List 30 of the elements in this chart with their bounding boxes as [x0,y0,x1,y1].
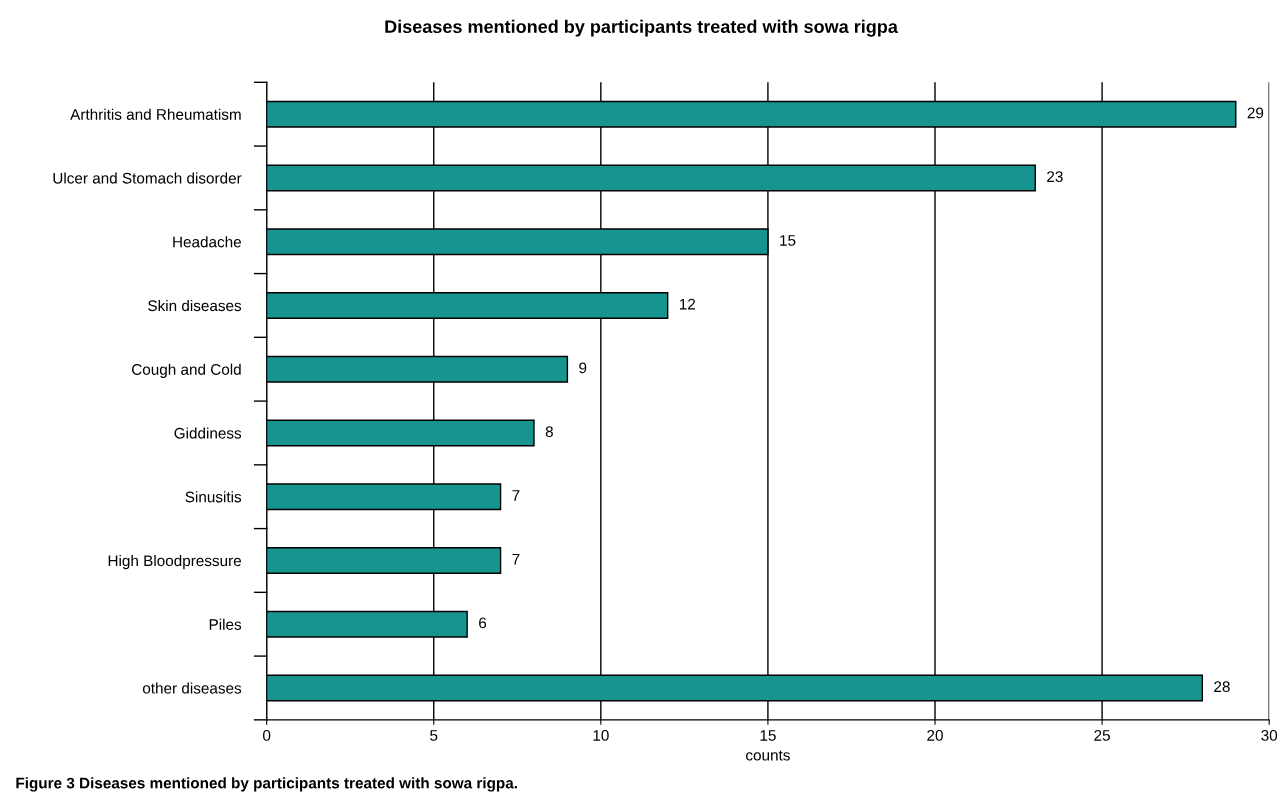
y-tick-label: Giddiness [174,427,242,439]
x-tick-label: 15 [760,730,776,741]
y-tick-label: Arthritis and Rheumatism [70,108,241,120]
x-tick-label: 0 [263,729,271,741]
x-tick-label: 20 [927,729,943,741]
y-tick-label: Sinusitis [185,491,242,503]
y-tick-label: Ulcer and Stomach disorder [53,172,242,184]
y-tick-label: Cough and Cold [132,363,241,378]
x-tick-label: 30 [1261,729,1278,741]
data-label: 15 [780,235,796,246]
y-tick-label: Headache [173,236,241,248]
data-label: 28 [1214,681,1230,693]
data-label: 29 [1247,107,1264,119]
x-tick-label: 5 [430,730,438,741]
data-label: 8 [545,426,553,438]
y-tick-label: other diseases [142,682,242,694]
chart-title: Diseases mentioned by participants treated with sowa rigpa [385,19,898,37]
data-label: 7 [512,553,520,565]
data-label: 12 [679,298,695,310]
y-tick-label: Skin diseases [148,299,242,312]
x-axis-title: counts [746,750,790,761]
data-label: 7 [512,490,520,501]
x-tick-label: 10 [593,729,609,741]
data-label: 6 [479,617,487,629]
y-tick-label: High Bloodpressure [108,554,241,570]
data-label: 23 [1047,171,1063,183]
y-tick-label: Piles [209,618,242,630]
x-tick-label: 25 [1094,729,1110,741]
data-label: 9 [579,362,587,374]
caption: Figure 3 Diseases mentioned by participants treated with sowa rigpa. [16,777,517,792]
